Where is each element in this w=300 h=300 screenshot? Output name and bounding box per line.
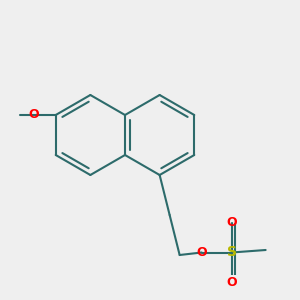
Text: S: S [226, 245, 237, 260]
Text: O: O [226, 276, 237, 289]
Text: O: O [196, 246, 207, 259]
Text: O: O [226, 216, 237, 229]
Text: O: O [28, 109, 39, 122]
